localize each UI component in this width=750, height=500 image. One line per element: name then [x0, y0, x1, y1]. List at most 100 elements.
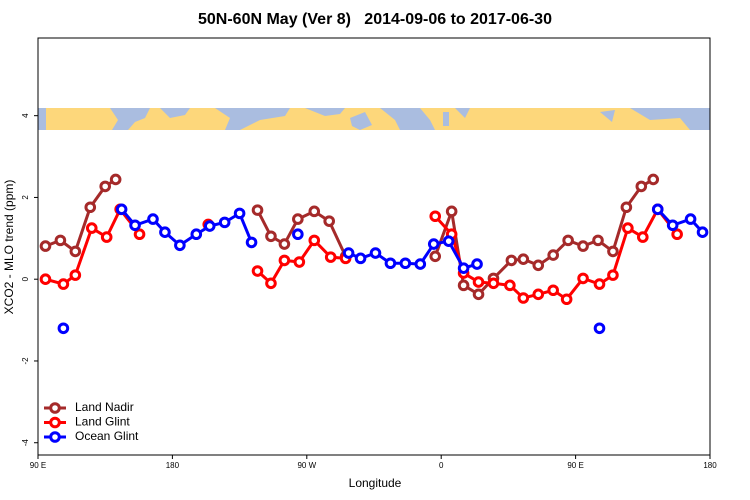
data-point	[666, 219, 679, 232]
y-tick-label: 2	[21, 195, 30, 200]
data-point	[635, 180, 648, 193]
x-tick-label: 90 E	[567, 461, 583, 470]
data-point	[445, 205, 458, 218]
data-point	[84, 201, 97, 214]
data-point	[471, 258, 483, 270]
data-point	[265, 230, 277, 243]
y-tick-label: 4	[21, 113, 30, 118]
data-point	[442, 235, 455, 247]
data-point	[292, 213, 304, 225]
x-tick-label: 90 E	[30, 461, 46, 470]
data-point	[251, 265, 264, 277]
y-tick-label: -4	[21, 439, 30, 447]
data-point	[532, 288, 545, 301]
data-point	[147, 213, 159, 225]
data-point	[69, 245, 82, 258]
data-point	[472, 276, 485, 288]
data-point	[174, 239, 186, 252]
data-point	[592, 234, 604, 247]
data-point	[115, 203, 128, 216]
data-point	[354, 252, 367, 265]
data-point	[487, 277, 500, 290]
data-point	[607, 245, 619, 258]
y-axis-label: XCO2 - MLO trend (ppm)	[2, 180, 16, 315]
data-point	[517, 292, 530, 304]
data-point	[292, 228, 304, 241]
data-point	[562, 234, 574, 247]
chart-title: 50N-60N May (Ver 8) 2014-09-06 to 2017-0…	[198, 11, 552, 28]
data-point	[251, 204, 264, 216]
data-point	[265, 277, 277, 290]
data-point	[547, 249, 560, 261]
data-point	[129, 219, 141, 232]
map-band	[38, 108, 710, 130]
data-point	[39, 240, 52, 252]
data-point	[577, 272, 589, 285]
data-point	[547, 284, 560, 297]
data-point	[218, 216, 231, 229]
data-point	[233, 207, 246, 220]
x-tick-label: 90 W	[297, 461, 316, 470]
data-point	[99, 180, 111, 193]
data-point	[369, 247, 382, 259]
data-point	[504, 279, 516, 292]
data-point	[54, 234, 67, 247]
data-point	[560, 293, 573, 306]
data-point	[414, 258, 427, 270]
series-line	[433, 178, 655, 297]
data-point	[342, 247, 355, 259]
data-point	[577, 240, 589, 252]
data-point	[278, 238, 291, 250]
data-point	[696, 226, 709, 238]
legend-label: Land Glint	[75, 415, 130, 429]
data-point	[620, 201, 633, 214]
x-tick-label: 0	[439, 461, 444, 470]
data-point	[278, 254, 291, 267]
data-point	[647, 173, 660, 186]
data-point	[457, 279, 470, 292]
series-line	[348, 239, 478, 270]
data-point	[472, 288, 485, 301]
data-point	[457, 262, 470, 274]
data-point	[159, 226, 171, 238]
y-tick-label: -2	[21, 357, 30, 365]
legend-marker	[49, 402, 61, 414]
data-point	[593, 278, 606, 290]
data-point	[245, 236, 258, 249]
x-tick-label: 180	[703, 461, 717, 470]
data-point	[399, 257, 412, 270]
data-point	[100, 231, 113, 243]
data-point	[622, 222, 634, 234]
data-point	[308, 234, 321, 247]
series-line	[45, 206, 141, 286]
data-point	[324, 251, 337, 263]
legend-marker	[49, 416, 61, 429]
data-point	[308, 205, 321, 218]
series-line	[120, 208, 253, 248]
data-point	[190, 228, 203, 241]
data-point	[505, 254, 518, 267]
data-point	[57, 278, 70, 290]
series-line	[656, 208, 704, 234]
data-point	[671, 228, 683, 241]
data-point	[607, 269, 619, 281]
data-point	[637, 231, 649, 243]
data-point	[427, 238, 440, 250]
data-point	[39, 273, 52, 286]
data-point	[684, 213, 697, 225]
data-point	[384, 257, 397, 270]
data-point	[532, 259, 545, 272]
legend-label: Ocean Glint	[75, 429, 139, 443]
data-point	[429, 250, 442, 263]
data-point	[85, 222, 98, 234]
y-tick-label: 0	[21, 276, 30, 281]
legend-label: Land Nadir	[75, 400, 134, 414]
data-point	[109, 173, 122, 186]
data-point	[323, 215, 336, 227]
data-point	[429, 210, 442, 223]
data-point	[517, 253, 530, 265]
data-point	[133, 228, 146, 241]
data-point	[69, 269, 82, 281]
legend-marker	[49, 431, 61, 443]
